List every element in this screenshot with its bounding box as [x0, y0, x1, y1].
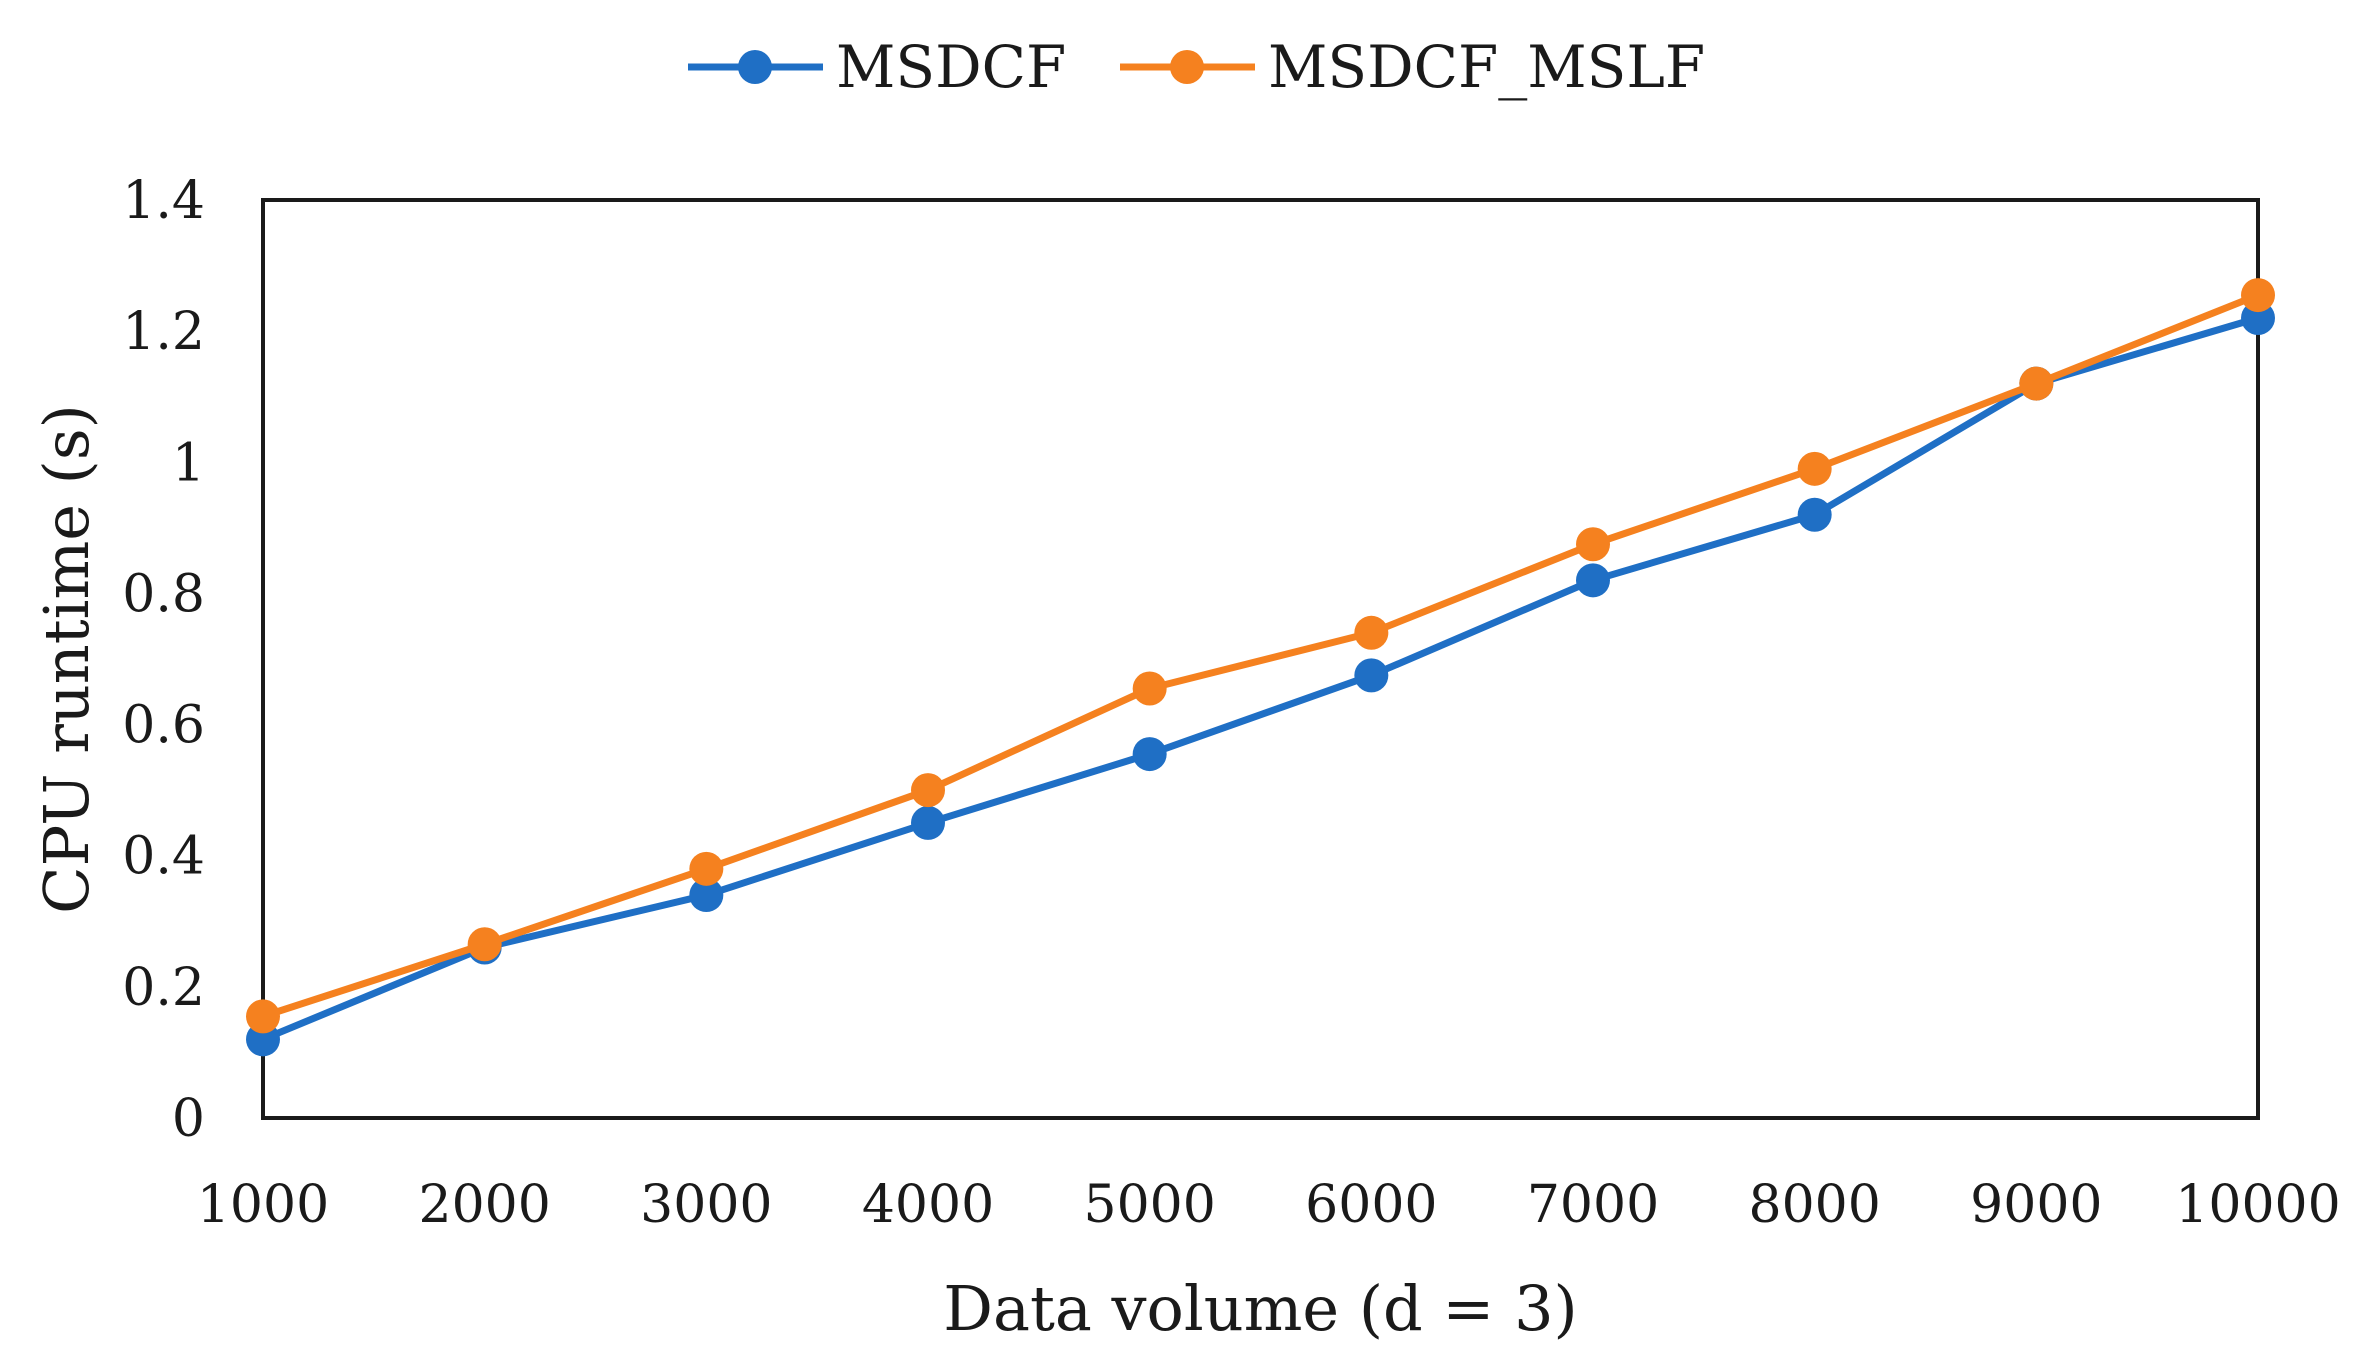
x-axis-title: Data volume (d = 3) [943, 1272, 1577, 1345]
data-point [689, 851, 724, 886]
y-tick-label: 0.4 [122, 827, 205, 887]
data-point [911, 773, 945, 808]
data-point [246, 999, 280, 1034]
x-tick-label: 8000 [1748, 1175, 1880, 1235]
y-tick-label: 0 [172, 1089, 205, 1149]
data-point [1797, 497, 1832, 532]
plot-area-frame [261, 198, 2260, 1120]
y-tick-label: 0.2 [122, 958, 205, 1018]
data-point [1354, 615, 1389, 650]
x-tick-label: 9000 [1970, 1175, 2102, 1235]
x-tick-label: 6000 [1305, 1175, 1437, 1235]
x-tick-label: 3000 [640, 1175, 772, 1235]
series-msdcf-mslf [246, 278, 2275, 1034]
y-tick-label: 0.8 [122, 564, 205, 624]
x-tick-label: 4000 [862, 1175, 994, 1235]
y-axis-ticks: 0 0.2 0.4 0.6 0.8 1 1.2 1.4 [122, 171, 205, 1149]
legend-label: MSDCF_MSLF [1268, 33, 1705, 101]
data-point [2241, 278, 2275, 313]
y-axis-title: CPU runtime (s) [30, 404, 103, 914]
data-point [1354, 658, 1389, 693]
series-msdcf [246, 301, 2275, 1057]
series-layer [246, 278, 2275, 1057]
data-point [689, 878, 724, 913]
data-point [911, 805, 945, 840]
x-tick-label: 5000 [1083, 1175, 1215, 1235]
legend-item-msdcf-mslf: MSDCF_MSLF [1120, 33, 1705, 101]
y-tick-label: 0.6 [122, 696, 205, 756]
x-tick-label: 1000 [197, 1175, 329, 1235]
y-tick-label: 1.2 [122, 302, 205, 362]
data-point [1576, 527, 1610, 562]
legend-marker [738, 50, 772, 84]
data-point [1132, 671, 1167, 706]
series-line [259, 291, 2262, 1020]
data-point [1797, 451, 1832, 486]
data-point [2019, 366, 2054, 401]
legend-item-msdcf: MSDCF [688, 33, 1066, 101]
data-point [1132, 737, 1167, 772]
x-tick-label: 2000 [418, 1175, 550, 1235]
legend: MSDCF MSDCF_MSLF [688, 33, 1705, 101]
y-tick-label: 1.4 [122, 171, 205, 231]
data-point [467, 927, 502, 962]
y-tick-label: 1 [172, 433, 205, 493]
legend-label: MSDCF [836, 33, 1066, 101]
legend-marker [1170, 50, 1204, 84]
series-line [259, 314, 2262, 1043]
data-point [1576, 563, 1610, 598]
x-axis-ticks: 1000 2000 3000 4000 5000 6000 7000 8000 9000 1000… [197, 1175, 2341, 1235]
x-tick-label: 7000 [1527, 1175, 1659, 1235]
x-tick-label: 10000 [2175, 1175, 2340, 1235]
